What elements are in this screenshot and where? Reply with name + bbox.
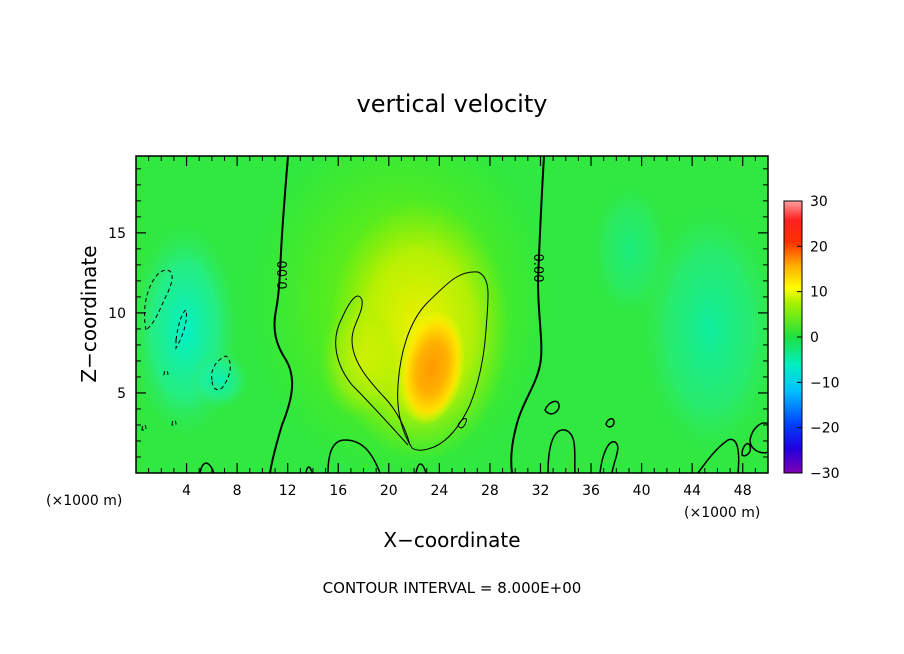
y-axis-unit: (×1000 m) — [46, 493, 122, 509]
colorbar-tick-label: 20 — [810, 239, 828, 255]
colorbar-tick-label: 10 — [810, 285, 828, 301]
colorbar-ticks: 30 20 10 0 −10 −20 −30 — [797, 194, 840, 482]
y-axis-label: Z−coordinate — [77, 245, 101, 382]
negative-contours — [141, 269, 231, 431]
x-tick-label: 20 — [380, 483, 398, 499]
y-tick-label: 15 — [108, 226, 126, 242]
contour-interval-note: CONTOUR INTERVAL = 8.000E+00 — [323, 579, 582, 597]
x-axis-ticks: 4 8 12 16 20 24 28 32 36 40 44 48 — [148, 156, 756, 499]
x-tick-label: 12 — [279, 483, 297, 499]
x-tick-label: 28 — [481, 483, 499, 499]
zero-contour-left — [269, 156, 294, 473]
zero-contour-right — [510, 156, 545, 473]
x-tick-label: 24 — [430, 483, 448, 499]
x-tick-label: 8 — [233, 483, 242, 499]
colorbar-tick-label: −20 — [810, 421, 840, 437]
contour-field — [136, 156, 768, 473]
colorbar-tick-label: 30 — [810, 194, 828, 210]
colorbar-tick-label: −30 — [810, 466, 840, 482]
contour-positive-8 — [397, 271, 489, 451]
x-tick-label: 32 — [532, 483, 550, 499]
x-axis-label: X−coordinate — [383, 528, 520, 552]
contour-label-right: 0.00 — [530, 254, 545, 283]
field-updraft-core — [398, 310, 466, 426]
x-axis-unit: (×1000 m) — [684, 505, 760, 521]
y-tick-label: 5 — [117, 386, 126, 402]
field-downdraft-right — [640, 200, 768, 460]
y-tick-label: 10 — [108, 306, 126, 322]
colorbar-tick-label: 0 — [810, 330, 819, 346]
x-tick-label: 4 — [182, 483, 191, 499]
x-tick-label: 48 — [734, 483, 752, 499]
x-tick-label: 40 — [633, 483, 651, 499]
x-tick-label: 16 — [329, 483, 347, 499]
x-tick-label: 44 — [683, 483, 701, 499]
chart-title: vertical velocity — [357, 90, 548, 118]
y-axis-ticks: 5 10 15 — [108, 168, 768, 458]
zero-contour-bottom — [327, 439, 381, 473]
colorbar-tick-label: −10 — [810, 375, 840, 391]
x-tick-label: 36 — [582, 483, 600, 499]
contour-label-left: 0.00 — [276, 261, 291, 290]
